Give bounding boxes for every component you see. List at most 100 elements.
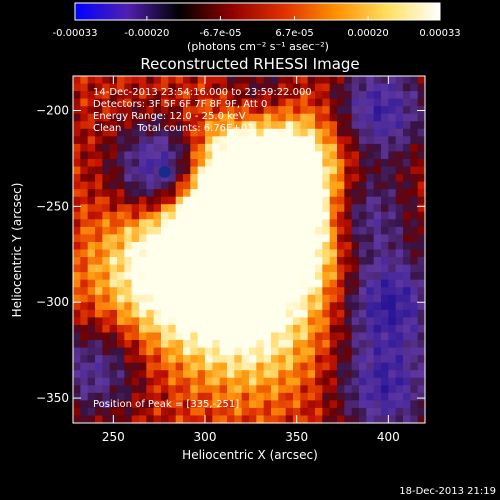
heatmap-cell bbox=[95, 377, 103, 386]
heatmap-cell bbox=[241, 279, 250, 288]
heatmap-cell bbox=[241, 272, 250, 281]
colorbar-tick-label: -0.00020 bbox=[124, 28, 169, 39]
heatmap-cell bbox=[168, 362, 177, 371]
heatmap-cell bbox=[197, 136, 206, 145]
heatmap-cell bbox=[388, 204, 397, 213]
heatmap-cell bbox=[139, 166, 147, 175]
heatmap-cell bbox=[329, 257, 338, 266]
heatmap-cell bbox=[293, 211, 301, 220]
heatmap-cell bbox=[388, 257, 397, 266]
heatmap-cell bbox=[278, 234, 287, 243]
heatmap-cell bbox=[388, 128, 397, 137]
heatmap-cell bbox=[300, 143, 309, 153]
heatmap-cell bbox=[395, 347, 404, 356]
heatmap-cell bbox=[139, 407, 147, 417]
heatmap-cell bbox=[351, 272, 360, 281]
heatmap-cell bbox=[285, 128, 294, 137]
heatmap-cell bbox=[197, 181, 206, 190]
heatmap-cell bbox=[146, 143, 155, 153]
heatmap-cell bbox=[234, 347, 243, 356]
heatmap-cell bbox=[219, 332, 228, 341]
heatmap-cell bbox=[73, 392, 81, 401]
heatmap-cell bbox=[410, 128, 419, 137]
heatmap-cell bbox=[249, 287, 257, 296]
heatmap-cell bbox=[366, 234, 375, 243]
heatmap-cell bbox=[219, 113, 228, 122]
heatmap-cell bbox=[117, 113, 125, 122]
heatmap-cell bbox=[271, 106, 279, 115]
heatmap-cell bbox=[205, 249, 213, 258]
heatmap-cell bbox=[307, 400, 316, 409]
heatmap-cell bbox=[227, 332, 235, 341]
heatmap-cell bbox=[139, 189, 147, 198]
heatmap-cell bbox=[234, 392, 243, 401]
heatmap-cell bbox=[410, 83, 419, 92]
heatmap-cell bbox=[381, 128, 389, 137]
heatmap-cell bbox=[234, 272, 243, 281]
heatmap-cell bbox=[271, 158, 279, 168]
heatmap-cell bbox=[175, 392, 184, 401]
heatmap-cell bbox=[73, 196, 81, 205]
heatmap-cell bbox=[205, 136, 213, 145]
heatmap-cell bbox=[285, 332, 294, 341]
heatmap-cell bbox=[175, 347, 184, 356]
heatmap-cell bbox=[263, 385, 272, 394]
heatmap-cell bbox=[359, 91, 367, 100]
heatmap-cell bbox=[197, 219, 206, 228]
heatmap-cell bbox=[146, 400, 155, 409]
heatmap-cell bbox=[315, 257, 323, 266]
heatmap-cell bbox=[307, 324, 316, 334]
heatmap-cell bbox=[139, 294, 147, 303]
heatmap-cell bbox=[337, 143, 345, 153]
heatmap-cell bbox=[278, 302, 287, 311]
heatmap-cell bbox=[190, 317, 199, 326]
heatmap-cell bbox=[410, 415, 419, 424]
heatmap-cell bbox=[139, 241, 147, 251]
heatmap-cell bbox=[175, 83, 184, 92]
heatmap-cell bbox=[263, 249, 272, 258]
heatmap-cell bbox=[80, 158, 89, 168]
heatmap-cell bbox=[197, 332, 206, 341]
heatmap-cell bbox=[329, 309, 338, 318]
heatmap-cell bbox=[241, 136, 250, 145]
heatmap-cell bbox=[410, 309, 419, 318]
heatmap-cell bbox=[366, 294, 375, 303]
colorbar: -0.00033 -0.00020 -6.7e-05 6.7e-05 0.00020 0.… bbox=[53, 2, 461, 53]
heatmap-cell bbox=[373, 98, 382, 107]
heatmap-cell bbox=[249, 324, 257, 334]
heatmap-cell bbox=[168, 407, 177, 417]
heatmap-cell bbox=[197, 174, 206, 183]
heatmap-cell bbox=[153, 226, 162, 236]
heatmap-cell bbox=[117, 400, 125, 409]
heatmap-cell bbox=[139, 347, 147, 356]
heatmap-cell bbox=[285, 174, 294, 183]
heatmap-cell bbox=[227, 174, 235, 183]
heatmap-cell bbox=[293, 317, 301, 326]
heatmap-cell bbox=[307, 166, 316, 175]
timestamp: 18-Dec-2013 21:19 bbox=[399, 486, 496, 497]
heatmap-cell bbox=[373, 407, 382, 417]
heatmap-cell bbox=[153, 219, 162, 228]
heatmap-cell bbox=[249, 151, 257, 160]
heatmap-cell bbox=[241, 377, 250, 386]
heatmap-cell bbox=[381, 174, 389, 183]
heatmap-cell bbox=[337, 309, 345, 318]
heatmap-cell bbox=[307, 385, 316, 394]
heatmap-cell bbox=[373, 332, 382, 341]
heatmap-cell bbox=[381, 121, 389, 130]
heatmap-cell bbox=[73, 309, 81, 318]
heatmap-cell bbox=[300, 392, 309, 401]
heatmap-cell bbox=[403, 249, 411, 258]
heatmap-cell bbox=[366, 166, 375, 175]
heatmap-cell bbox=[80, 340, 89, 349]
heatmap-cell bbox=[278, 106, 287, 115]
heatmap-cell bbox=[300, 181, 309, 190]
heatmap-cell bbox=[146, 91, 155, 100]
heatmap-cell bbox=[395, 377, 404, 386]
heatmap-cell bbox=[410, 302, 419, 311]
heatmap-cell bbox=[139, 136, 147, 145]
heatmap-cell bbox=[344, 166, 353, 175]
heatmap-cell bbox=[278, 377, 287, 386]
heatmap-cell bbox=[395, 385, 404, 394]
heatmap-cell bbox=[87, 264, 96, 273]
